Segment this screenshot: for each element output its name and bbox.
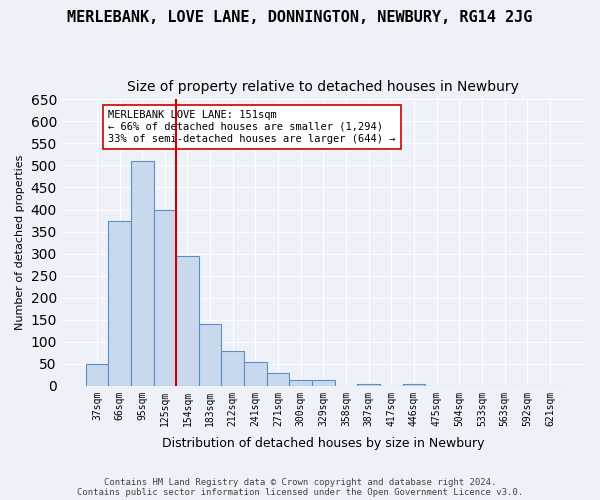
Text: Contains HM Land Registry data © Crown copyright and database right 2024.
Contai: Contains HM Land Registry data © Crown c… (77, 478, 523, 497)
Bar (131, 161, 154, 386)
Bar (289, 380, 312, 386)
Bar (199, 324, 221, 386)
Y-axis label: Number of detached properties: Number of detached properties (15, 155, 25, 330)
Bar (267, 372, 289, 386)
X-axis label: Distribution of detached houses by size in Newbury: Distribution of detached houses by size … (162, 437, 485, 450)
Bar (176, 256, 199, 386)
Bar (403, 384, 425, 386)
Bar (154, 210, 176, 386)
Text: MERLEBANK, LOVE LANE, DONNINGTON, NEWBURY, RG14 2JG: MERLEBANK, LOVE LANE, DONNINGTON, NEWBUR… (67, 10, 533, 25)
Bar (358, 384, 380, 386)
Bar (108, 220, 131, 386)
Bar (86, 364, 108, 386)
Bar (244, 362, 267, 386)
Title: Size of property relative to detached houses in Newbury: Size of property relative to detached ho… (127, 80, 520, 94)
Text: MERLEBANK LOVE LANE: 151sqm
← 66% of detached houses are smaller (1,294)
33% of : MERLEBANK LOVE LANE: 151sqm ← 66% of det… (108, 110, 396, 144)
Bar (221, 350, 244, 386)
Bar (312, 380, 335, 386)
